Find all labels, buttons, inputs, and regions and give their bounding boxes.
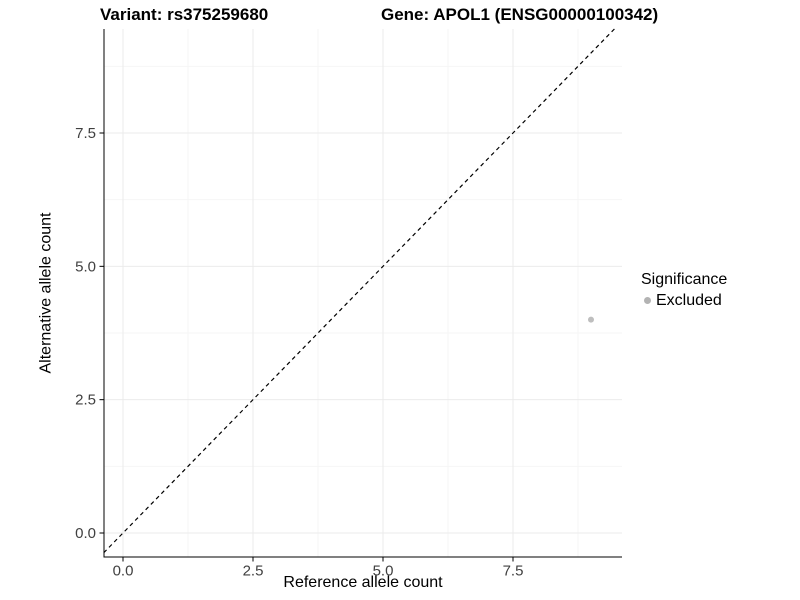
legend-item-excluded: Excluded [641,291,727,310]
plot-title-gene: Gene: APOL1 (ENSG00000100342) [381,5,659,24]
x-tick-label: 5.0 [373,563,394,580]
y-tick-label: 2.5 [75,392,96,409]
x-tick-label: 7.5 [503,563,524,580]
y-tick-label: 5.0 [75,258,96,275]
y-axis-title: Alternative allele count [37,212,55,374]
legend: Significance Excluded [641,270,727,310]
x-axis-title: Reference allele count [283,574,443,591]
data-point [588,316,594,323]
y-tick-label: 0.0 [75,525,96,542]
plot-title-variant: Variant: rs375259680 [100,5,269,24]
legend-title: Significance [641,271,728,288]
y-tick-label: 7.5 [75,125,96,142]
legend-point-icon [644,297,651,304]
x-tick-label: 2.5 [243,563,264,580]
identity-line [103,28,615,554]
legend-item-label: Excluded [656,292,722,309]
x-tick-label: 0.0 [113,563,134,580]
